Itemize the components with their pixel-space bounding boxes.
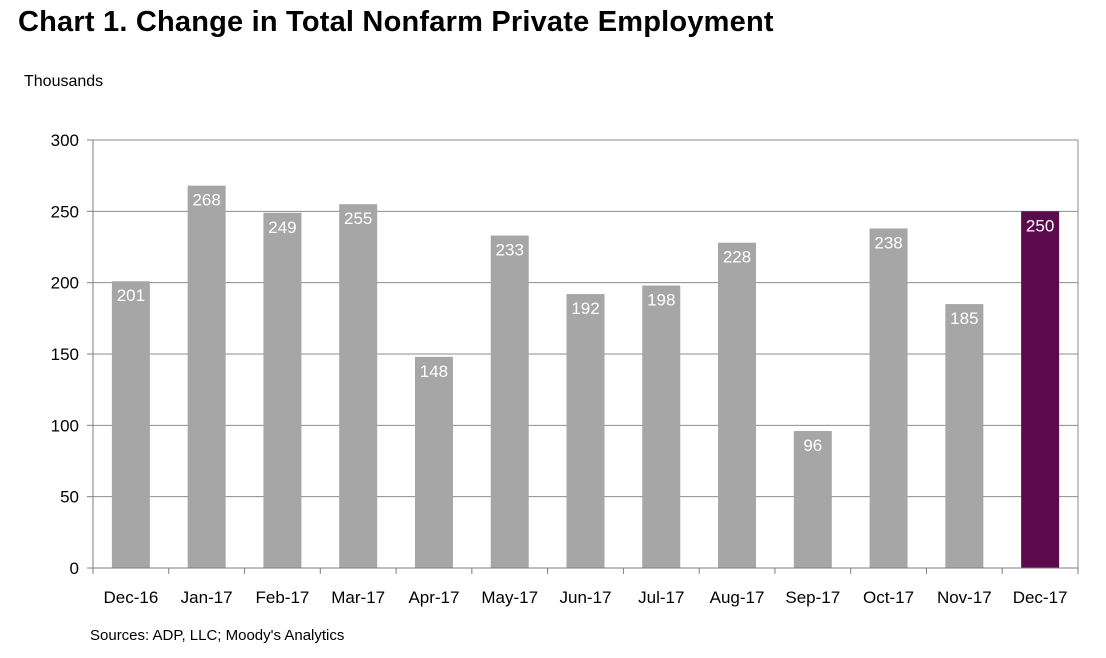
bar xyxy=(793,431,832,568)
y-tick-label: 200 xyxy=(51,274,79,293)
data-label: 268 xyxy=(192,191,220,210)
data-label: 96 xyxy=(803,436,822,455)
bar xyxy=(945,304,984,568)
x-tick-label: Jan-17 xyxy=(181,588,233,607)
y-axis-unit-label: Thousands xyxy=(24,73,104,90)
x-tick-label: Jul-17 xyxy=(638,588,684,607)
data-label: 250 xyxy=(1026,216,1054,235)
bar xyxy=(111,281,150,568)
y-tick-label: 300 xyxy=(51,131,79,150)
bar xyxy=(339,204,378,568)
data-label: 228 xyxy=(723,248,751,267)
bar xyxy=(187,185,226,569)
x-tick-label: May-17 xyxy=(481,588,538,607)
bar xyxy=(566,294,605,568)
y-tick-label: 250 xyxy=(51,202,79,221)
y-tick-label: 50 xyxy=(60,488,79,507)
data-label: 249 xyxy=(268,218,296,237)
data-label: 192 xyxy=(571,299,599,318)
y-tick-label: 100 xyxy=(51,416,79,435)
chart-title: Chart 1. Change in Total Nonfarm Private… xyxy=(18,6,774,38)
source-note: Sources: ADP, LLC; Moody's Analytics xyxy=(90,627,345,644)
data-label: 201 xyxy=(117,286,145,305)
x-tick-label: Feb-17 xyxy=(255,588,309,607)
x-tick-label: Mar-17 xyxy=(331,588,385,607)
bar xyxy=(642,285,681,568)
data-label: 148 xyxy=(420,362,448,381)
bar xyxy=(869,228,908,568)
data-label: 198 xyxy=(647,291,675,310)
bar xyxy=(263,212,302,568)
x-tick-label: Dec-16 xyxy=(103,588,158,607)
bar xyxy=(414,356,453,568)
x-tick-label: Jun-17 xyxy=(560,588,612,607)
bar xyxy=(718,242,757,568)
y-tick-label: 0 xyxy=(70,559,79,578)
y-tick-label: 150 xyxy=(51,345,79,364)
bar xyxy=(490,235,529,568)
x-tick-label: Oct-17 xyxy=(863,588,914,607)
x-tick-label: Apr-17 xyxy=(408,588,459,607)
data-label: 255 xyxy=(344,209,372,228)
bar xyxy=(1021,211,1060,569)
labels: 0 50 100 150 200 250 300 201 Dec-16 268 Jan-17 249 F… xyxy=(51,131,1068,607)
bars xyxy=(111,185,1060,569)
x-tick-label: Nov-17 xyxy=(937,588,992,607)
axes xyxy=(87,139,1079,574)
data-label: 233 xyxy=(496,241,524,260)
x-tick-label: Sep-17 xyxy=(785,588,840,607)
x-tick-label: Dec-17 xyxy=(1013,588,1068,607)
data-label: 185 xyxy=(950,309,978,328)
x-tick-label: Aug-17 xyxy=(710,588,765,607)
data-label: 238 xyxy=(874,233,902,252)
